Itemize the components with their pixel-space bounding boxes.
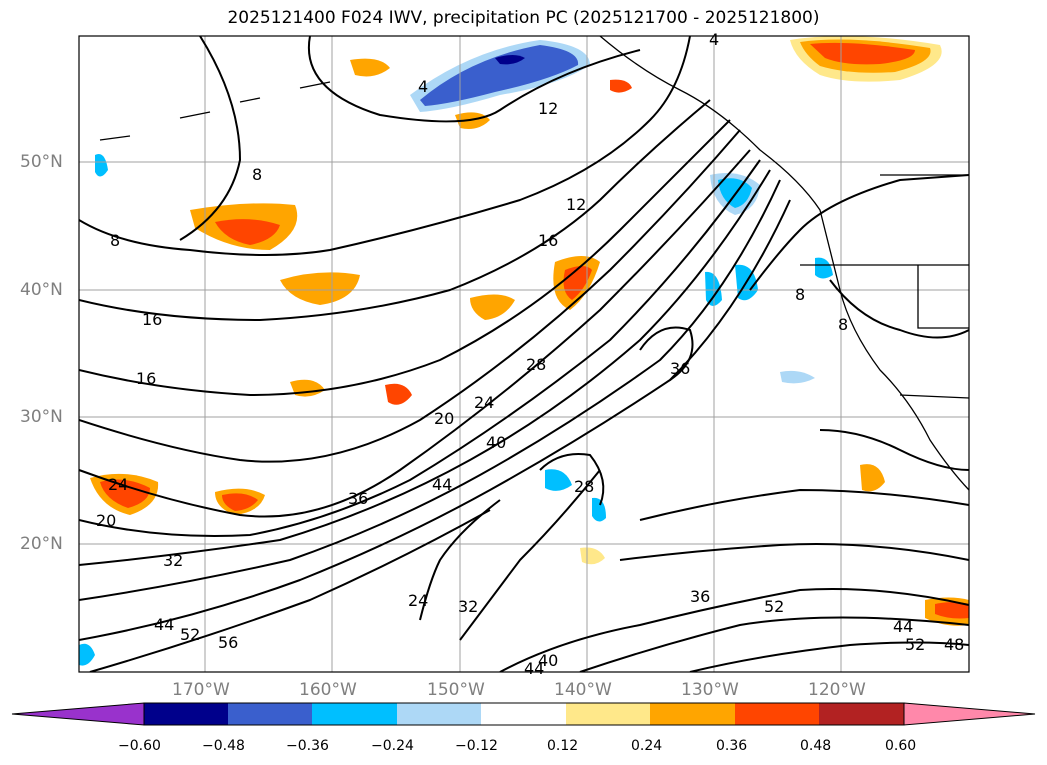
- colorbar-tick: −0.48: [202, 738, 245, 754]
- contour-label: 44: [893, 617, 913, 636]
- colorbar-tick: −0.60: [118, 738, 161, 754]
- contour-label: 8: [795, 285, 805, 304]
- contour-label: 40: [538, 651, 558, 670]
- lat-label: 40°N: [20, 280, 63, 300]
- contour-label: 36: [670, 359, 690, 378]
- colorbar-segment: [481, 703, 566, 725]
- contour-label: 4: [709, 30, 719, 49]
- contour-label: 16: [142, 310, 162, 329]
- colorbar-segment: [566, 703, 650, 725]
- lon-label: 140°W: [554, 680, 612, 700]
- coastline: [99, 36, 969, 491]
- lon-label: 130°W: [681, 680, 739, 700]
- contour-label: 32: [163, 551, 183, 570]
- contour-label: 52: [905, 635, 925, 654]
- lat-label: 30°N: [20, 407, 63, 427]
- contour-label: 24: [474, 393, 494, 412]
- contour-labels: 4 4 8 8 12 12 16 16 16 20 24 28 28 36 36…: [96, 30, 964, 678]
- colorbar-segment: [650, 703, 735, 725]
- contour-label: 36: [690, 587, 710, 606]
- colorbar: [11, 702, 1036, 726]
- contour-label: 48: [944, 635, 964, 654]
- contour-label: 36: [348, 489, 368, 508]
- colorbar-tick: −0.24: [371, 738, 414, 754]
- colorbar-tick: 0.24: [631, 738, 663, 754]
- contour-label: 44: [432, 475, 452, 494]
- map-title: 2025121400 F024 IWV, precipitation PC (2…: [227, 8, 820, 28]
- colorbar-lower-extension: [11, 702, 145, 726]
- contour-label: 28: [526, 355, 546, 374]
- contour-label: 4: [418, 77, 428, 96]
- colorbar-frame: [143, 702, 905, 726]
- colorbar-segment: [397, 703, 481, 725]
- lon-label: 120°W: [808, 680, 866, 700]
- contour-label: 8: [252, 165, 262, 184]
- contour-label: 8: [110, 231, 120, 250]
- contour-label: 44: [154, 615, 174, 634]
- contour-label: 16: [136, 369, 156, 388]
- map-frame: [78, 35, 970, 673]
- colorbar-tick: −0.36: [286, 738, 329, 754]
- contour-label: 12: [566, 195, 586, 214]
- colorbar-segment: [819, 703, 904, 725]
- contour-label: 56: [218, 633, 238, 652]
- colorbar-segment: [735, 703, 819, 725]
- contour-label: 52: [764, 597, 784, 616]
- contour-label: 20: [434, 409, 454, 428]
- colorbar-tick: 0.60: [885, 738, 917, 754]
- iwv-contours: [79, 36, 969, 672]
- colorbar-segment: [144, 703, 228, 725]
- colorbar-tick: −0.12: [455, 738, 498, 754]
- contour-label: 8: [838, 315, 848, 334]
- contour-label: 44: [524, 659, 544, 678]
- colorbar-tick: 0.12: [547, 738, 579, 754]
- lat-label: 50°N: [20, 152, 63, 172]
- positive-anomaly-shading: [90, 36, 969, 626]
- negative-anomaly-shading: [79, 40, 833, 666]
- contour-label: 28: [574, 477, 594, 496]
- colorbar-tick: 0.48: [800, 738, 832, 754]
- lon-label: 160°W: [299, 680, 357, 700]
- contour-label: 20: [96, 511, 116, 530]
- lon-label: 150°W: [427, 680, 485, 700]
- colorbar-segment: [312, 703, 397, 725]
- contour-label: 24: [108, 475, 128, 494]
- contour-label: 24: [408, 591, 428, 610]
- lon-label: 170°W: [172, 680, 230, 700]
- contour-label: 12: [538, 99, 558, 118]
- contour-label: 40: [486, 433, 506, 452]
- contour-label: 52: [180, 625, 200, 644]
- colorbar-upper-extension: [903, 702, 1036, 726]
- colorbar-segment: [228, 703, 312, 725]
- colorbar-tick: 0.36: [716, 738, 748, 754]
- contour-label: 16: [538, 231, 558, 250]
- contour-label: 32: [458, 597, 478, 616]
- lat-label: 20°N: [20, 534, 63, 554]
